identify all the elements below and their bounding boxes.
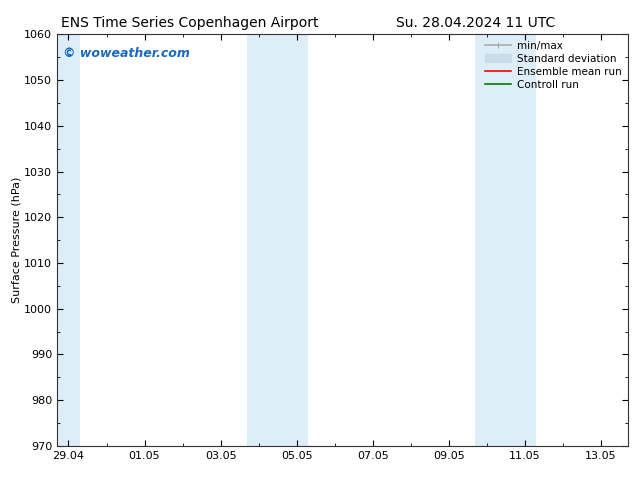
Text: © woweather.com: © woweather.com [63,47,190,60]
Legend: min/max, Standard deviation, Ensemble mean run, Controll run: min/max, Standard deviation, Ensemble me… [481,36,626,94]
Bar [247,34,308,446]
Text: Su. 28.04.2024 11 UTC: Su. 28.04.2024 11 UTC [396,16,555,30]
Bar [57,34,80,446]
Y-axis label: Surface Pressure (hPa): Surface Pressure (hPa) [11,177,22,303]
Text: ENS Time Series Copenhagen Airport: ENS Time Series Copenhagen Airport [61,16,319,30]
Bar [476,34,536,446]
